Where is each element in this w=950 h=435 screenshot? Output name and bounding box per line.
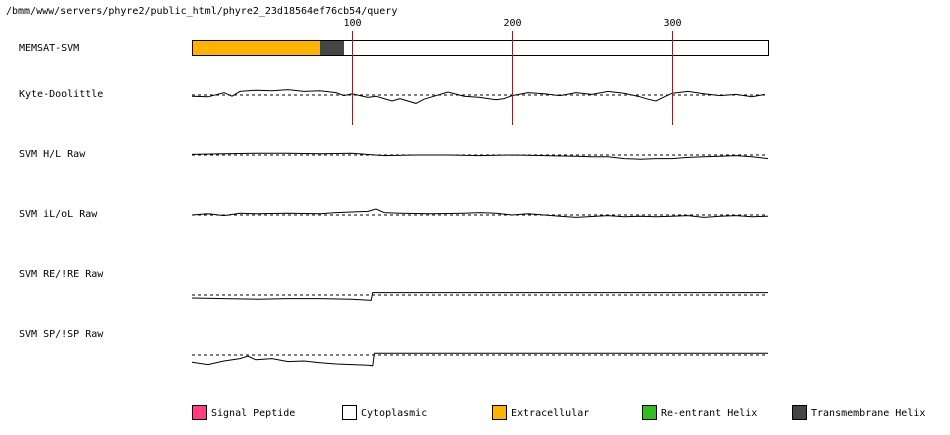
position-tick-label-1: 200 [503, 18, 521, 29]
memsat-label: MEMSAT-SVM [19, 43, 79, 54]
legend-swatch-2 [492, 405, 507, 420]
legend-swatch-3 [642, 405, 657, 420]
track-line-1 [191, 152, 769, 160]
memsat-segment-1 [320, 40, 344, 55]
track-label-3: SVM RE/!RE Raw [19, 269, 104, 280]
legend-label-0: Signal Peptide [211, 408, 295, 419]
track-line-3 [191, 292, 768, 301]
track-label-0: Kyte-Doolittle [19, 89, 103, 100]
memsat-segment-2 [344, 40, 768, 55]
track-line-2 [191, 208, 769, 218]
legend-swatch-1 [342, 405, 357, 420]
position-tick-label-2: 300 [663, 18, 681, 29]
legend-swatch-0 [192, 405, 207, 420]
legend-label-2: Extracellular [511, 408, 589, 419]
track-line-0 [191, 89, 765, 104]
track-line-4 [191, 352, 768, 367]
track-label-4: SVM SP/!SP Raw [19, 329, 104, 340]
query-path: /bmm/www/servers/phyre2/public_html/phyr… [6, 6, 397, 17]
legend-label-4: Transmembrane Helix [811, 408, 925, 419]
track-label-1: SVM H/L Raw [19, 149, 86, 160]
track-label-2: SVM iL/oL Raw [19, 209, 98, 220]
legend-label-1: Cytoplasmic [361, 408, 427, 419]
position-tick-label-0: 100 [343, 18, 361, 29]
memsat-frame [192, 40, 769, 56]
legend-label-3: Re-entrant Helix [661, 408, 757, 419]
legend-swatch-4 [792, 405, 807, 420]
memsat-segment-0 [192, 40, 320, 55]
